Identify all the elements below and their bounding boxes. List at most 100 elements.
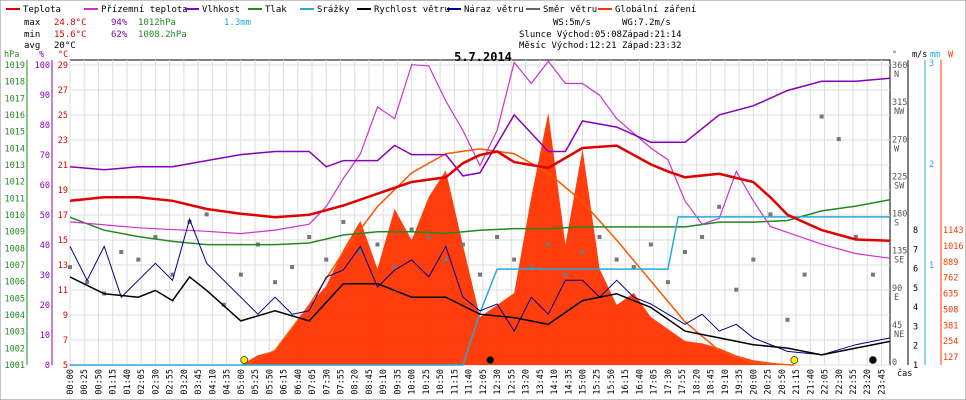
degree-tick-label: 180 [892, 210, 907, 220]
wind-direction-point [119, 250, 124, 255]
direction-tick-label: NW [894, 107, 905, 117]
hpa-tick-label: 1009 [5, 228, 25, 238]
w-tick-label: 127 [943, 353, 958, 363]
legend-label: Vlhkost [202, 5, 240, 15]
hpa-tick-label: 1002 [5, 344, 25, 354]
wind-direction-point [273, 280, 277, 285]
celsius-tick-label: 23 [58, 136, 68, 146]
x-tick-label: 07:55 [336, 369, 346, 395]
stats-max-hum: 94% [111, 18, 128, 28]
celsius-tick-label: 15 [58, 236, 68, 246]
wind-direction-point [460, 242, 465, 247]
percent-tick-label: 30 [40, 271, 50, 281]
mm-tick-label: 3 [929, 59, 934, 69]
wind-direction-point [700, 234, 705, 239]
w-tick-label: 381 [943, 321, 958, 331]
hpa-tick-label: 1016 [5, 111, 25, 121]
wind-direction-point [426, 234, 431, 239]
axes: 00:00 00:25 00:50 01:15 01:40 02:05 02:30 02:55… [5, 59, 964, 395]
sunset: Západ:21:14 [622, 30, 682, 40]
x-tick-label: 15:25 [593, 369, 603, 395]
x-tick-label: 12:30 [493, 369, 503, 395]
celsius-tick-label: 5 [63, 361, 68, 371]
x-tick-label: 09:35 [393, 369, 403, 395]
wind-direction-point [358, 250, 363, 255]
wind-direction-point [734, 287, 739, 292]
x-tick-label: 08:20 [351, 369, 361, 395]
hpa-tick-label: 1015 [5, 128, 25, 138]
x-tick-label: 15:50 [607, 369, 617, 395]
moonset: Západ:23:32 [622, 41, 682, 51]
direction-tick-label: W [894, 144, 900, 154]
x-tick-label: 09:10 [379, 369, 389, 395]
x-tick-label: 06:40 [294, 369, 304, 395]
percent-tick-label: 40 [40, 241, 50, 251]
x-tick-label: 16:40 [635, 369, 645, 395]
wind-direction-point [683, 250, 687, 255]
wind-direction-point [341, 219, 346, 224]
moonrise: Měsíc Východ:12:21 [519, 41, 617, 51]
legend-label: Teplota [23, 5, 61, 15]
x-tick-label: 01:40 [123, 369, 133, 395]
axis-title-ms: m/s [912, 50, 927, 60]
direction-tick-label: E [894, 293, 899, 303]
wind-direction-point [187, 219, 192, 224]
direction-tick-label: S [894, 219, 899, 229]
celsius-tick-label: 17 [58, 211, 68, 221]
sun-moon-block: WS:5m/s WG:7.2m/s Slunce Východ:05:08 Zá… [519, 18, 682, 51]
x-axis-label: čas [897, 368, 912, 379]
wind-direction-point [85, 280, 90, 285]
wind-direction-point [819, 114, 824, 119]
percent-tick-label: 70 [40, 151, 50, 161]
theoretical-radiation-line [243, 148, 795, 366]
x-tick-label: 05:00 [237, 369, 247, 395]
sun-moon-marker [869, 356, 877, 364]
hpa-tick-label: 1008 [5, 244, 25, 254]
wind-direction-point [529, 265, 534, 270]
x-tick-label: 20:00 [749, 369, 759, 395]
legend-label: Směr větru [543, 5, 597, 15]
sun-moon-marker [790, 356, 799, 364]
wind-gust-line [69, 217, 891, 356]
wind-direction-point [68, 265, 72, 270]
pressure-line [69, 198, 891, 246]
wind-direction-point [870, 272, 875, 277]
x-tick-label: 03:20 [180, 369, 190, 395]
w-tick-label: 254 [943, 337, 958, 347]
x-tick-label: 12:55 [507, 369, 517, 395]
celsius-tick-label: 29 [58, 61, 68, 71]
stats-block: max 24.8°C 94% 1012hPa 1.3mm min 15.6°C … [24, 18, 251, 51]
stats-min-label: min [24, 30, 40, 40]
legend-label: Srážky [317, 5, 350, 15]
ground-temperature-line [69, 60, 891, 259]
axis-title-w: W [948, 50, 954, 60]
celsius-tick-label: 13 [58, 261, 68, 271]
celsius-tick-label: 9 [63, 311, 68, 321]
wind-direction-point [495, 234, 500, 239]
legend-label: Rychlost větru [374, 5, 450, 15]
stats-avg-temp: 20°C [54, 41, 76, 51]
wind-direction-point [631, 265, 636, 270]
x-tick-label: 05:50 [265, 369, 275, 395]
percent-tick-label: 80 [40, 121, 50, 131]
x-tick-label: 04:35 [223, 369, 233, 395]
x-tick-label: 00:00 [66, 369, 76, 395]
wind-direction-point [648, 242, 653, 247]
x-tick-label: 18:45 [707, 369, 717, 395]
wind-direction-point [409, 227, 414, 232]
stats-max-rain: 1.3mm [224, 18, 251, 28]
x-tick-label: 19:35 [735, 369, 745, 395]
degree-tick-label: 135 [892, 247, 907, 257]
hpa-tick-label: 1017 [5, 94, 25, 104]
wind-direction-point [170, 272, 175, 277]
wind-direction-point [717, 204, 722, 209]
x-tick-label: 17:30 [664, 369, 674, 395]
legend: Teplota Přízemní teplota Vlhkost Tlak Srážky… [6, 5, 696, 15]
x-tick-label: 08:45 [365, 369, 375, 395]
ms-tick-label: 4 [913, 303, 918, 313]
direction-tick-label: SW [894, 181, 905, 191]
ms-tick-label: 2 [913, 342, 918, 352]
x-tick-label: 02:55 [166, 369, 176, 395]
x-tick-label: 17:05 [650, 369, 660, 395]
